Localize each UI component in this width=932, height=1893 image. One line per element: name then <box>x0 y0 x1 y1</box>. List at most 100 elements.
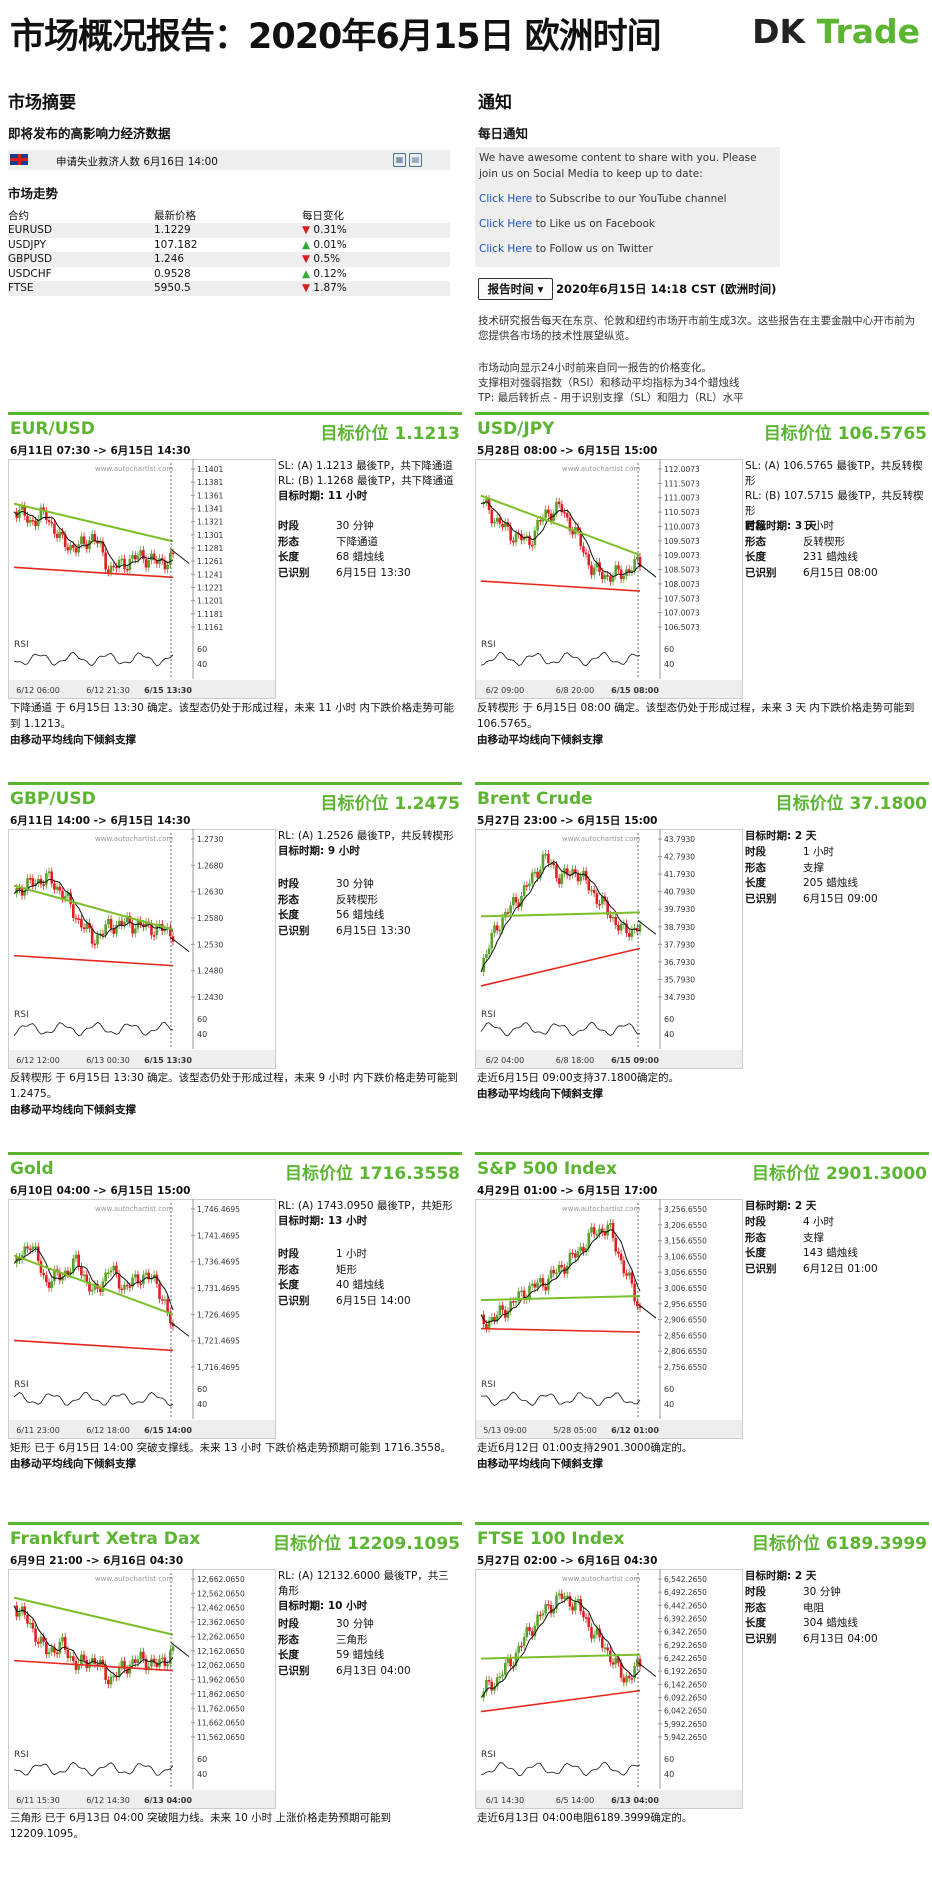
instrument-name[interactable]: EUR/USD <box>10 419 95 439</box>
candle-body <box>107 569 110 573</box>
instrument-name[interactable]: USD/JPY <box>477 419 555 439</box>
candle-body <box>614 565 618 576</box>
candle-body <box>609 914 612 919</box>
price-chart[interactable]: 112.0073 111.5073 111.0073 110.5073 110.0073… <box>475 459 743 699</box>
price-chart[interactable]: 6,542.2650 6,492.2650 6,442.2650 6,392.2650… <box>475 1569 743 1809</box>
chart-frame <box>8 1569 276 1809</box>
instrument-name[interactable]: Frankfurt Xetra Dax <box>10 1529 201 1549</box>
info-key: 时段 <box>278 520 299 532</box>
rsi-60-label: 60 <box>664 645 674 654</box>
candle-body <box>69 1656 72 1658</box>
pair-cell: FTSE <box>8 281 154 296</box>
instrument-name[interactable]: GBP/USD <box>10 789 96 809</box>
candle-body <box>638 1306 642 1309</box>
x-tick-label: 6/12 18:00 <box>86 1426 130 1435</box>
info-value: 68 蜡烛线 <box>336 551 385 563</box>
price-chart[interactable]: 43.7930 42.7930 41.7930 40.7930 39.7930 38.79… <box>475 829 743 1069</box>
moving-average-line <box>13 1605 174 1678</box>
info-value: 6月15日 14:00 <box>336 1294 411 1307</box>
candle-body <box>47 1652 51 1655</box>
candle-body <box>547 1604 550 1606</box>
candle-body <box>158 1283 161 1300</box>
candle-body <box>69 892 72 905</box>
info-key: 长度 <box>278 909 299 921</box>
instrument-name[interactable]: Gold <box>10 1159 54 1179</box>
y-tick-label: 2,906.6550 <box>664 1316 707 1325</box>
report-desc-2: 市场动向显示24小时前来自同一报告的价格变化。 <box>478 362 712 374</box>
candle-body <box>166 564 169 570</box>
price-chart[interactable]: 3,256.6550 3,206.6550 3,156.6550 3,106.6550… <box>475 1199 743 1439</box>
candle-body <box>630 570 634 573</box>
candle-body <box>584 552 588 555</box>
candle-body <box>123 921 126 926</box>
candle-body <box>603 1647 607 1649</box>
info-key: 长度 <box>278 1279 299 1291</box>
level-info: 目标时期: 2 天 <box>745 1569 925 1584</box>
info-key: 已识别 <box>745 1632 777 1645</box>
candle-body <box>98 541 102 544</box>
economic-event-row[interactable]: 申请失业救济人数 6月16日 14:00 ▦ ▤ <box>8 150 450 170</box>
candle-body <box>619 923 623 931</box>
calendar-icon[interactable]: ▦ <box>393 153 406 167</box>
info-key: 时段 <box>745 1216 766 1228</box>
y-tick-label: 1.2730 <box>197 835 223 844</box>
candle-body <box>163 1299 167 1301</box>
pattern-info-row: 已识别 6月15日 08:00 <box>745 566 927 582</box>
calendar-add-icon[interactable]: ▤ <box>409 153 422 167</box>
pattern-summary: 三角形 已于 6月13日 04:00 突破阻力线。未来 10 小时 上涨价格走势… <box>10 1810 460 1842</box>
info-value: 反转楔形 <box>336 893 378 906</box>
twitter-link[interactable]: Click Here <box>479 243 533 255</box>
candle-body <box>611 575 615 582</box>
change-cell: ▼ 1.87% <box>302 281 450 296</box>
level-info: SL: (A) 106.5765 最後TP，共反转楔形 RL: (B) 107.5… <box>745 459 925 534</box>
facebook-link[interactable]: Click Here <box>479 218 533 230</box>
watermark-text: www.autochartist.com <box>95 1575 173 1583</box>
pattern-info-row: 已识别 6月13日 04:00 <box>278 1664 460 1680</box>
y-tick-label: 39.7930 <box>664 905 695 914</box>
price-chart[interactable]: 12,662.0650 12,562.0650 12,462.0650 12,362.… <box>8 1569 276 1809</box>
candle-body <box>617 925 620 931</box>
watermark-text: www.autochartist.com <box>95 835 173 843</box>
price-chart[interactable]: 1.1401 1.1381 1.1361 1.1341 1.1321 1.1301 1.12… <box>8 459 276 699</box>
candle-body <box>557 1593 561 1596</box>
y-tick-label: 12,462.0650 <box>197 1604 245 1613</box>
candle-body <box>69 544 72 551</box>
candle-body <box>606 1647 609 1651</box>
candle-body <box>522 537 526 541</box>
price-chart[interactable]: 1,746.4695 1,741.4695 1,736.4695 1,731.4695… <box>8 1199 276 1439</box>
youtube-link[interactable]: Click Here <box>479 193 533 205</box>
candle-body <box>595 893 599 904</box>
pattern-info-row: 长度 59 蜡烛线 <box>278 1648 460 1664</box>
candle-body <box>520 895 523 907</box>
candle-body <box>555 1595 558 1609</box>
candle-body <box>501 523 504 528</box>
candle-body <box>39 507 43 519</box>
dk-trade-logo[interactable]: DK Trade <box>752 12 920 51</box>
candle-body <box>536 1614 539 1626</box>
candle-body <box>71 1258 75 1272</box>
candle-body <box>541 854 545 870</box>
instrument-name[interactable]: S&P 500 Index <box>477 1159 617 1179</box>
logo-trade: Trade <box>816 12 920 51</box>
candle-body <box>74 1254 78 1259</box>
candle-body <box>28 878 32 880</box>
candle-body <box>485 1680 488 1692</box>
candle-body <box>622 923 626 925</box>
time-axis-band <box>476 680 742 698</box>
info-key: 形态 <box>745 1601 766 1614</box>
instrument-name[interactable]: FTSE 100 Index <box>477 1529 625 1549</box>
price-chart[interactable]: 1.2730 1.2680 1.2630 1.2580 1.2530 1.2480 1.24… <box>8 829 276 1069</box>
candle-body <box>112 1265 116 1271</box>
candle-body <box>490 1317 494 1321</box>
candle-body <box>600 1228 604 1233</box>
target-period: 目标时期: 3 天 <box>745 520 817 532</box>
report-time-dropdown[interactable]: 报告时间 ▾ <box>478 278 553 300</box>
support-trendline <box>480 580 641 592</box>
events-title: 即将发布的高影响力经济数据 <box>8 126 171 141</box>
pattern-info-row: 已识别 6月15日 09:00 <box>745 892 927 908</box>
pattern-summary: 下降通道 于 6月15日 13:30 确定。该型态仍处于形成过程，未来 11 小… <box>10 700 460 748</box>
pair-cell: USDJPY <box>8 238 47 251</box>
info-key: 已识别 <box>745 892 777 905</box>
instrument-name[interactable]: Brent Crude <box>477 789 593 809</box>
y-tick-label: 1.1261 <box>197 557 223 566</box>
